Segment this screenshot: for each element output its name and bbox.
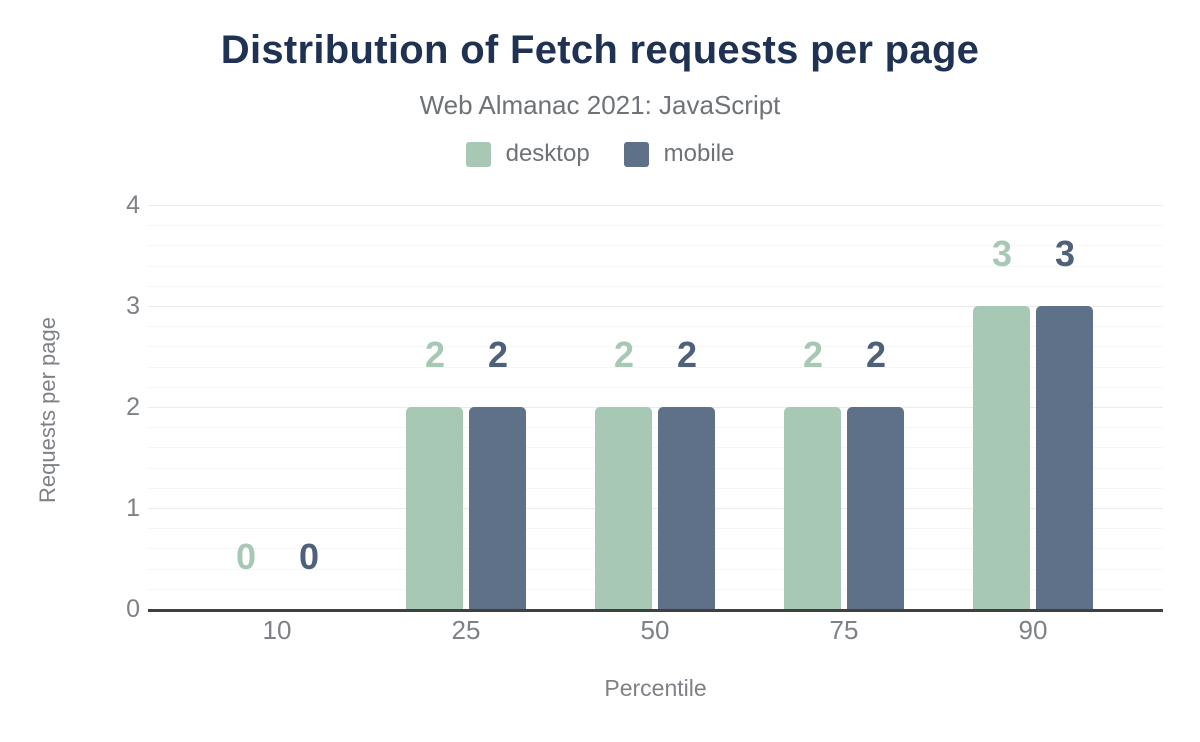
minor-gridline bbox=[148, 468, 1163, 469]
x-tick-label: 50 bbox=[640, 615, 670, 645]
major-gridline bbox=[148, 508, 1163, 509]
bar-value-mobile-p50: 2 bbox=[676, 334, 698, 375]
y-axis-title: Requests per page bbox=[35, 317, 60, 503]
bar-desktop-p90 bbox=[973, 306, 1030, 609]
minor-gridline bbox=[148, 528, 1163, 529]
bar-value-mobile-p90: 3 bbox=[1054, 233, 1076, 274]
bar-mobile-p90 bbox=[1036, 306, 1093, 609]
major-gridline bbox=[148, 407, 1163, 408]
bar-value-desktop-p10: 0 bbox=[235, 536, 257, 577]
x-tick-label: 75 bbox=[829, 615, 859, 645]
legend: desktop mobile bbox=[0, 140, 1200, 168]
y-tick-label: 4 bbox=[126, 191, 140, 219]
y-tick-label: 0 bbox=[126, 595, 140, 623]
y-tick-label: 2 bbox=[126, 393, 140, 421]
bar-mobile-p75 bbox=[847, 407, 904, 609]
bar-value-mobile-p75: 2 bbox=[865, 334, 887, 375]
minor-gridline bbox=[148, 548, 1163, 549]
major-gridline bbox=[148, 306, 1163, 307]
minor-gridline bbox=[148, 245, 1163, 246]
legend-label-desktop: desktop bbox=[505, 140, 590, 167]
minor-gridline bbox=[148, 569, 1163, 570]
minor-gridline bbox=[148, 447, 1163, 448]
bar-value-mobile-p10: 0 bbox=[298, 536, 320, 577]
bar-value-desktop-p50: 2 bbox=[613, 334, 635, 375]
y-tick-label: 3 bbox=[126, 292, 140, 320]
minor-gridline bbox=[148, 427, 1163, 428]
chart-subtitle: Web Almanac 2021: JavaScript bbox=[419, 90, 781, 120]
minor-gridline bbox=[148, 488, 1163, 489]
bar-desktop-p50 bbox=[595, 407, 652, 609]
bar-value-desktop-p25: 2 bbox=[424, 334, 446, 375]
minor-gridline bbox=[148, 367, 1163, 368]
legend-item-mobile: mobile bbox=[623, 140, 735, 168]
bar-desktop-p25 bbox=[406, 407, 463, 609]
x-tick-label: 25 bbox=[451, 615, 481, 645]
bar-value-desktop-p90: 3 bbox=[991, 233, 1013, 274]
minor-gridline bbox=[148, 266, 1163, 267]
legend-swatch-desktop-icon bbox=[465, 141, 491, 167]
bar-desktop-p75 bbox=[784, 407, 841, 609]
minor-gridline bbox=[148, 589, 1163, 590]
bar-mobile-p25 bbox=[469, 407, 526, 609]
minor-gridline bbox=[148, 286, 1163, 287]
chart-title: Distribution of Fetch requests per page bbox=[220, 28, 980, 72]
minor-gridline bbox=[148, 346, 1163, 347]
major-gridline bbox=[148, 205, 1163, 206]
minor-gridline bbox=[148, 326, 1163, 327]
minor-gridline bbox=[148, 225, 1163, 226]
legend-swatch-mobile-icon bbox=[623, 141, 649, 167]
minor-gridline bbox=[148, 387, 1163, 388]
y-tick-label: 1 bbox=[126, 494, 140, 522]
x-tick-label: 10 bbox=[262, 615, 292, 645]
bar-mobile-p50 bbox=[658, 407, 715, 609]
legend-label-mobile: mobile bbox=[663, 140, 735, 167]
bar-value-mobile-p25: 2 bbox=[487, 334, 509, 375]
legend-item-desktop: desktop bbox=[465, 140, 590, 168]
x-tick-label: 90 bbox=[1018, 615, 1048, 645]
x-axis-title: Percentile bbox=[604, 675, 707, 701]
bar-value-desktop-p75: 2 bbox=[802, 334, 824, 375]
